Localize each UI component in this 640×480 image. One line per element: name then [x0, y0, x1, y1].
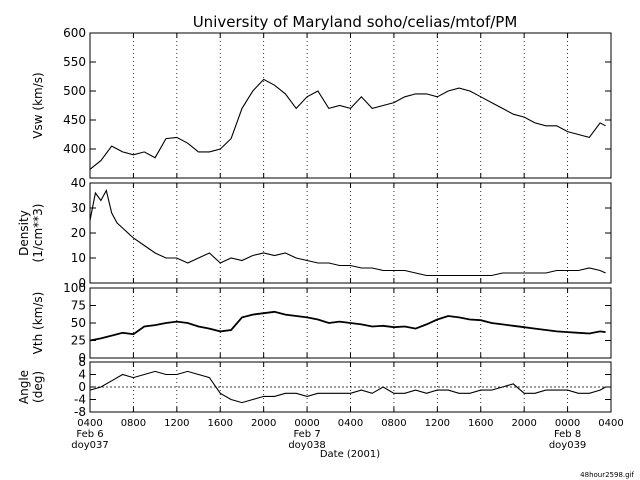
day-date-label: Feb 8 — [554, 429, 581, 440]
x-tick-label: 0800 — [381, 418, 406, 429]
data-series-line — [89, 188, 606, 277]
y-tick-label: 4 — [78, 368, 86, 382]
day-date-label: Feb 6 — [76, 429, 103, 440]
y-tick-label: 0 — [78, 380, 86, 394]
day-date-label: Feb 7 — [293, 429, 320, 440]
chart-title: University of Maryland soho/celias/mtof/… — [193, 13, 518, 31]
x-tick-label: 1200 — [164, 418, 189, 429]
x-axis: 0400 0800 1200 1600 2000 0000 0400 0800 1200 1600… — [71, 418, 623, 451]
data-series-line — [89, 78, 606, 170]
panel-0: 400 450 500 550 600 Vsw (km/s) — [31, 26, 612, 179]
y-tick-label: 50 — [71, 316, 86, 330]
y-tick-label: 400 — [63, 142, 86, 156]
x-tick-label: 2000 — [511, 418, 536, 429]
y-tick-label: 550 — [63, 55, 86, 69]
y-axis-label: Vth (km/s) — [31, 292, 45, 355]
footnote: 48hour2598.gif — [580, 471, 634, 479]
day-doy-label: doy039 — [549, 440, 586, 451]
x-tick-label: 0000 — [294, 418, 319, 429]
y-tick-label: 75 — [71, 299, 86, 313]
data-series-line — [89, 370, 606, 404]
y-axis-label-unit: (1/cm**3) — [31, 204, 45, 263]
y-tick-label: 0 — [78, 351, 86, 365]
y-tick-label: 100 — [63, 281, 86, 295]
y-tick-label: -8 — [74, 405, 86, 419]
y-tick-label: 8 — [78, 355, 86, 369]
x-tick-label: 2000 — [251, 418, 276, 429]
panel-2: 0 25 50 75 100 Vth (km/s) — [31, 281, 612, 365]
y-tick-label: 40 — [71, 176, 86, 190]
x-tick-label: 0000 — [555, 418, 580, 429]
y-tick-label: 10 — [71, 251, 86, 265]
x-tick-label: 1600 — [468, 418, 493, 429]
y-tick-label: -4 — [74, 393, 86, 407]
y-axis-label: Vsw (km/s) — [31, 72, 45, 138]
y-tick-label: 500 — [63, 84, 86, 98]
y-tick-label: 450 — [63, 113, 86, 127]
x-tick-label: 0400 — [598, 418, 623, 429]
day-doy-label: doy037 — [71, 440, 108, 451]
day-doy-label: doy038 — [288, 440, 325, 451]
x-tick-label: 0400 — [338, 418, 363, 429]
data-series-line — [89, 310, 606, 342]
x-tick-label: 0800 — [121, 418, 146, 429]
y-tick-label: 0 — [78, 276, 86, 290]
panel-1: 0 10 20 30 40 Density (1/cm**3) — [17, 176, 612, 290]
y-axis-label: Angle — [17, 370, 31, 404]
y-tick-label: 20 — [71, 226, 86, 240]
y-axis-label: Density — [17, 210, 31, 256]
y-tick-label: 600 — [63, 26, 86, 40]
y-tick-label: 30 — [71, 201, 86, 215]
y-tick-label: 25 — [71, 334, 86, 348]
x-axis-label: Date (2001) — [320, 449, 380, 460]
x-tick-label: 0400 — [77, 418, 102, 429]
x-tick-label: 1600 — [208, 418, 233, 429]
y-axis-label-unit: (deg) — [31, 371, 45, 403]
x-tick-label: 1200 — [425, 418, 450, 429]
